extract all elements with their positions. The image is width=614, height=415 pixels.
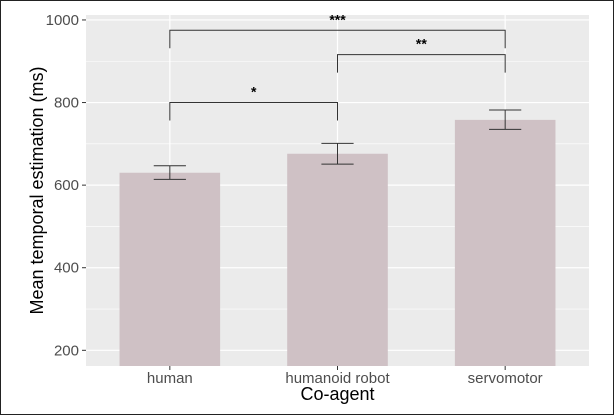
significance-label: *** (329, 11, 346, 27)
error-bars (153, 109, 522, 180)
bar-humanoid-robot (287, 153, 388, 366)
significance-label: * (251, 84, 257, 100)
y-tick-label: 200 (54, 342, 79, 359)
significance-label: ** (416, 36, 427, 52)
x-tick-label: humanoid robot (285, 370, 390, 387)
bar-human (119, 172, 221, 366)
y-tick-label: 600 (54, 177, 79, 194)
x-tick-label: servomotor (468, 370, 543, 387)
y-axis-title: Mean temporal estimation (ms) (27, 66, 47, 314)
x-axis-ticks: human humanoid robot servomotor (147, 366, 543, 387)
x-axis-title: Co-agent (300, 384, 374, 404)
bar-servomotor (454, 119, 556, 367)
significance-bracket (169, 29, 506, 49)
x-tick-label: human (147, 370, 193, 387)
y-tick-label: 1000 (46, 12, 79, 29)
y-tick-label: 400 (54, 260, 79, 277)
significance-brackets: ****** (169, 11, 506, 121)
bars (119, 119, 556, 367)
y-axis-ticks: 200 400 600 800 1000 (46, 12, 86, 359)
significance-bracket (337, 54, 506, 73)
significance-bracket (169, 102, 338, 121)
y-tick-label: 800 (54, 95, 79, 112)
